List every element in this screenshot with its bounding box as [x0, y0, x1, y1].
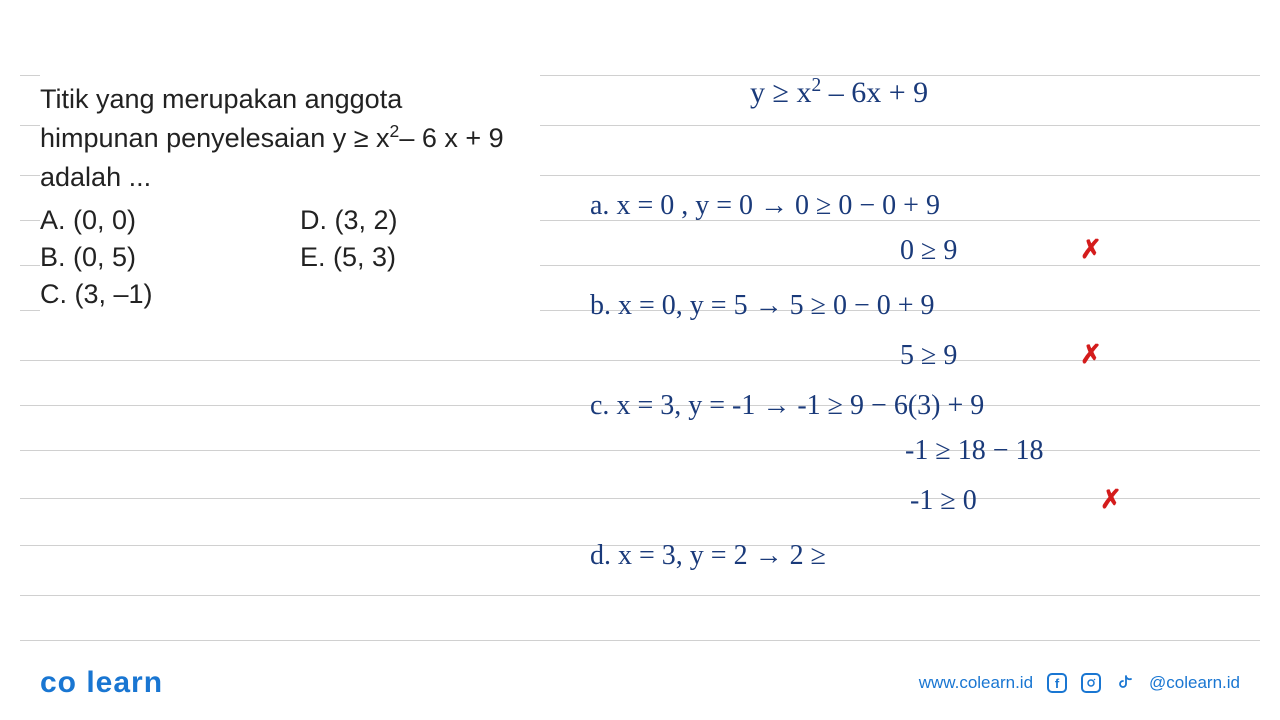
question-line2b: – 6 x + 9 — [399, 123, 503, 153]
step-label: c. — [590, 390, 616, 421]
handwritten-step: -1 ≥ 18 − 18 — [905, 435, 1043, 467]
question-line2a: himpunan penyelesaian y ≥ x — [40, 123, 390, 153]
step-text: 5 ≥ 9 — [900, 340, 957, 371]
question-sup: 2 — [390, 121, 400, 141]
step-text: x = 3, y = 2 → 2 ≥ — [618, 540, 826, 571]
handwritten-formula: y ≥ x2 – 6x + 9 — [750, 75, 928, 110]
options-col-1: A. (0, 0) B. (0, 5) C. (3, –1) — [40, 205, 300, 310]
instagram-icon — [1081, 673, 1101, 693]
step-label: a. — [590, 190, 616, 221]
brand-logo: co learn — [40, 666, 163, 700]
handwritten-step: d. x = 3, y = 2 → 2 ≥ — [590, 540, 826, 572]
footer-right: www.colearn.id f @colearn.id — [919, 673, 1240, 693]
formula-a: y ≥ x — [750, 76, 811, 109]
question-text: Titik yang merupakan anggota himpunan pe… — [40, 80, 540, 197]
wrong-mark: ✗ — [1080, 340, 1102, 370]
step-text: x = 0, y = 5 → 5 ≥ 0 − 0 + 9 — [618, 290, 935, 321]
tiktok-icon — [1115, 673, 1135, 693]
facebook-icon: f — [1047, 673, 1067, 693]
options-container: A. (0, 0) B. (0, 5) C. (3, –1) D. (3, 2) E.… — [40, 205, 540, 310]
question-panel: Titik yang merupakan anggota himpunan pe… — [40, 70, 540, 320]
wrong-mark: ✗ — [1100, 485, 1122, 515]
footer: co learn www.colearn.id f @colearn.id — [0, 666, 1280, 700]
handwritten-step: a. x = 0 , y = 0 → 0 ≥ 0 − 0 + 9 — [590, 190, 940, 222]
step-text: x = 3, y = -1 → -1 ≥ 9 − 6(3) + 9 — [616, 390, 984, 421]
wrong-mark: ✗ — [1080, 235, 1102, 265]
step-text: -1 ≥ 18 − 18 — [905, 435, 1043, 466]
option-item: A. (0, 0) — [40, 205, 300, 236]
step-label: b. — [590, 290, 618, 321]
footer-url: www.colearn.id — [919, 673, 1033, 693]
step-label: d. — [590, 540, 618, 571]
options-col-2: D. (3, 2) E. (5, 3) — [300, 205, 398, 310]
option-item: E. (5, 3) — [300, 242, 398, 273]
question-line3: adalah ... — [40, 162, 151, 192]
option-item: C. (3, –1) — [40, 279, 300, 310]
question-line1: Titik yang merupakan anggota — [40, 84, 402, 114]
step-text: 0 ≥ 9 — [900, 235, 957, 266]
option-item: D. (3, 2) — [300, 205, 398, 236]
option-item: B. (0, 5) — [40, 242, 300, 273]
step-text: x = 0 , y = 0 → 0 ≥ 0 − 0 + 9 — [616, 190, 940, 221]
handwritten-step: 5 ≥ 9 — [900, 340, 957, 372]
handwritten-step: b. x = 0, y = 5 → 5 ≥ 0 − 0 + 9 — [590, 290, 935, 322]
handwritten-step: -1 ≥ 0 — [910, 485, 977, 517]
formula-b: – 6x + 9 — [821, 76, 928, 109]
footer-handle: @colearn.id — [1149, 673, 1240, 693]
handwritten-step: c. x = 3, y = -1 → -1 ≥ 9 − 6(3) + 9 — [590, 390, 984, 422]
formula-sup: 2 — [811, 75, 821, 96]
step-text: -1 ≥ 0 — [910, 485, 977, 516]
handwritten-step: 0 ≥ 9 — [900, 235, 957, 267]
